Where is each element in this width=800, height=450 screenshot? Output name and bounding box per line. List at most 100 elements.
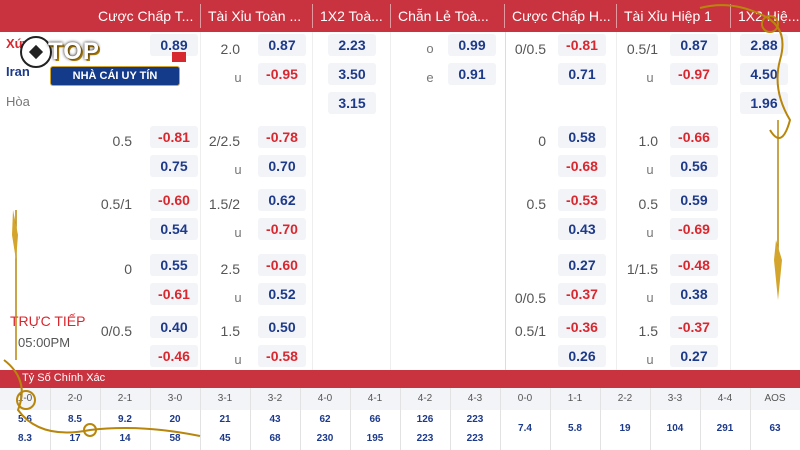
ou-under-odd[interactable]: 0.70 [258,155,306,177]
score-away-odd[interactable]: 223 [416,433,434,444]
score-home-odd[interactable]: 20 [169,414,181,425]
header-1x2-h1[interactable]: 1X2 Hiệ... [738,8,800,24]
market-header [0,0,800,32]
h1-ou-under-odd[interactable]: -0.97 [670,63,718,85]
score-away-odd[interactable]: 223 [466,433,484,444]
soccer-ball-icon [20,36,52,68]
score-divider [650,388,651,450]
hdp-away-odd[interactable]: -0.61 [150,283,198,305]
hdp-home-odd[interactable]: -0.81 [150,126,198,148]
header-divider [730,4,731,28]
h1-ou-over-odd[interactable]: -0.37 [670,316,718,338]
hdp-home-odd[interactable]: -0.60 [150,189,198,211]
h1-ou-line: 1.5 [638,323,658,339]
score-away-odd[interactable]: 195 [366,433,384,444]
h1-ou-under-odd[interactable]: 0.38 [670,283,718,305]
x12-odd[interactable]: 2.23 [328,34,376,56]
header-hdp-h1[interactable]: Cược Chấp H... [512,8,611,24]
score-draw-odd[interactable]: 291 [716,423,734,434]
header-oe-ft[interactable]: Chẵn Lẻ Toà... [398,8,489,24]
under-label: u [646,352,654,367]
ou-over-odd[interactable]: -0.60 [258,254,306,276]
h1-hdp-away-odd[interactable]: -0.37 [558,283,606,305]
h1-hdp-home-odd[interactable]: -0.36 [558,316,606,338]
h1-x12-odd[interactable]: 1.96 [740,92,788,114]
score-col-header: 3-3 [667,393,683,404]
ou-under-odd[interactable]: -0.95 [258,63,306,85]
h1-ou-line: 0.5 [638,196,658,212]
ou-line: 1.5 [220,323,240,339]
h1-ou-under-odd[interactable]: 0.27 [670,345,718,367]
h1-hdp-home-odd[interactable]: 0.27 [558,254,606,276]
header-hdp-ft[interactable]: Cược Chấp T... [98,8,194,24]
score-home-odd[interactable]: 8.5 [68,414,82,425]
hdp-away-odd[interactable]: 0.54 [150,218,198,240]
ou-under-odd[interactable]: -0.70 [258,218,306,240]
score-home-odd[interactable]: 21 [219,414,231,425]
ornament-spike [12,210,18,260]
score-away-odd[interactable]: 230 [316,433,334,444]
h1-hdp-away-odd[interactable]: 0.43 [558,218,606,240]
h1-hdp-home-odd[interactable]: -0.53 [558,189,606,211]
hdp-away-odd[interactable]: 0.75 [150,155,198,177]
score-draw-odd[interactable]: 104 [666,423,684,434]
header-ou-h1[interactable]: Tài Xỉu Hiệp 1 [624,8,712,24]
h1-hdp-away-odd[interactable]: 0.71 [558,63,606,85]
score-home-odd[interactable]: 223 [466,414,484,425]
hdp-away-odd[interactable]: -0.46 [150,345,198,367]
score-draw-odd[interactable]: 19 [619,423,631,434]
h1-hdp-home-odd[interactable]: -0.81 [558,34,606,56]
score-draw-odd[interactable]: 7.4 [518,423,532,434]
h1-ou-under-odd[interactable]: 0.56 [670,155,718,177]
h1-x12-odd[interactable]: 4.50 [740,63,788,85]
header-1x2-ft[interactable]: 1X2 Toà... [320,8,383,24]
score-home-odd[interactable]: 126 [416,414,434,425]
oe-odd[interactable]: 0.91 [448,63,496,85]
score-away-odd[interactable]: 14 [119,433,131,444]
ou-over-odd[interactable]: 0.50 [258,316,306,338]
x12-odd[interactable]: 3.50 [328,63,376,85]
hdp-home-odd[interactable]: 0.89 [150,34,198,56]
h1-ou-over-odd[interactable]: 0.59 [670,189,718,211]
ou-under-odd[interactable]: 0.52 [258,283,306,305]
score-draw-odd[interactable]: 5.8 [568,423,582,434]
live-label: TRỰC TIẾP [10,313,86,329]
score-draw-odd[interactable]: 63 [769,423,781,434]
h1-ou-over-odd[interactable]: -0.48 [670,254,718,276]
score-col-header: 4-3 [467,393,483,404]
score-away-odd[interactable]: 17 [69,433,81,444]
header-ou-ft[interactable]: Tài Xỉu Toàn ... [208,8,302,24]
score-col-header: 0-0 [517,393,533,404]
score-divider [750,388,751,450]
ou-over-odd[interactable]: 0.62 [258,189,306,211]
h1-ou-over-odd[interactable]: 0.87 [670,34,718,56]
score-home-odd[interactable]: 5.6 [18,414,32,425]
score-away-odd[interactable]: 45 [219,433,231,444]
score-home-odd[interactable]: 9.2 [118,414,132,425]
site-logo [14,32,200,102]
score-home-odd[interactable]: 66 [369,414,381,425]
h1-ou-under-odd[interactable]: -0.69 [670,218,718,240]
h1-ou-over-odd[interactable]: -0.66 [670,126,718,148]
score-away-odd[interactable]: 68 [269,433,281,444]
ou-over-odd[interactable]: 0.87 [258,34,306,56]
column-divider [390,32,391,370]
h1-x12-odd[interactable]: 2.88 [740,34,788,56]
score-away-odd[interactable]: 58 [169,433,181,444]
ou-over-odd[interactable]: -0.78 [258,126,306,148]
score-away-odd[interactable]: 8.3 [18,433,32,444]
x12-odd[interactable]: 3.15 [328,92,376,114]
h1-hdp-home-odd[interactable]: 0.58 [558,126,606,148]
h1-hdp-away-odd[interactable]: -0.68 [558,155,606,177]
ou-under-odd[interactable]: -0.58 [258,345,306,367]
header-divider [504,4,505,28]
score-home-odd[interactable]: 43 [269,414,281,425]
score-divider [500,388,501,450]
hdp-home-odd[interactable]: 0.40 [150,316,198,338]
score-home-odd[interactable]: 62 [319,414,331,425]
score-divider [700,388,701,450]
oe-odd[interactable]: 0.99 [448,34,496,56]
h1-hdp-away-odd[interactable]: 0.26 [558,345,606,367]
hdp-home-odd[interactable]: 0.55 [150,254,198,276]
hdp-line: 0 [124,261,132,277]
